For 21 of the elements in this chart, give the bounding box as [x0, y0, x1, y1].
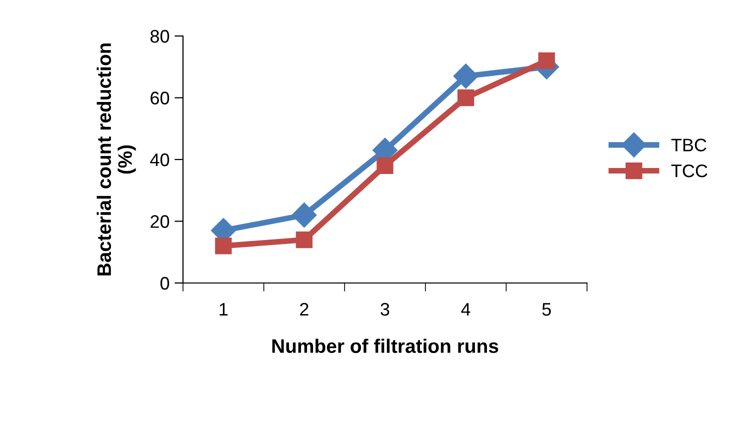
- point: [376, 157, 394, 174]
- legend-label: TBC: [671, 138, 706, 152]
- point: [292, 202, 317, 228]
- x-tick-label: 2: [300, 302, 308, 316]
- x-tick-label: 1: [220, 303, 228, 316]
- legend-label: TCC: [671, 164, 708, 178]
- x-tick-label: 3: [380, 302, 390, 316]
- y-tick-label: 40: [150, 153, 170, 166]
- y-axis-title: Bacterial count reduction (%): [96, 43, 136, 276]
- y-tick-label: 0: [160, 276, 170, 290]
- point: [453, 64, 478, 89]
- x-tick-label: 4: [461, 303, 470, 316]
- point: [296, 231, 313, 248]
- y-tick-label: 60: [150, 92, 170, 104]
- x-tick-label: 5: [542, 303, 551, 316]
- point: [215, 238, 232, 254]
- point: [538, 52, 555, 70]
- y-tick-label: 20: [150, 215, 170, 228]
- point: [457, 89, 474, 106]
- x-axis-title: Number of filtration runs: [272, 338, 498, 354]
- y-tick-label: 80: [150, 30, 170, 43]
